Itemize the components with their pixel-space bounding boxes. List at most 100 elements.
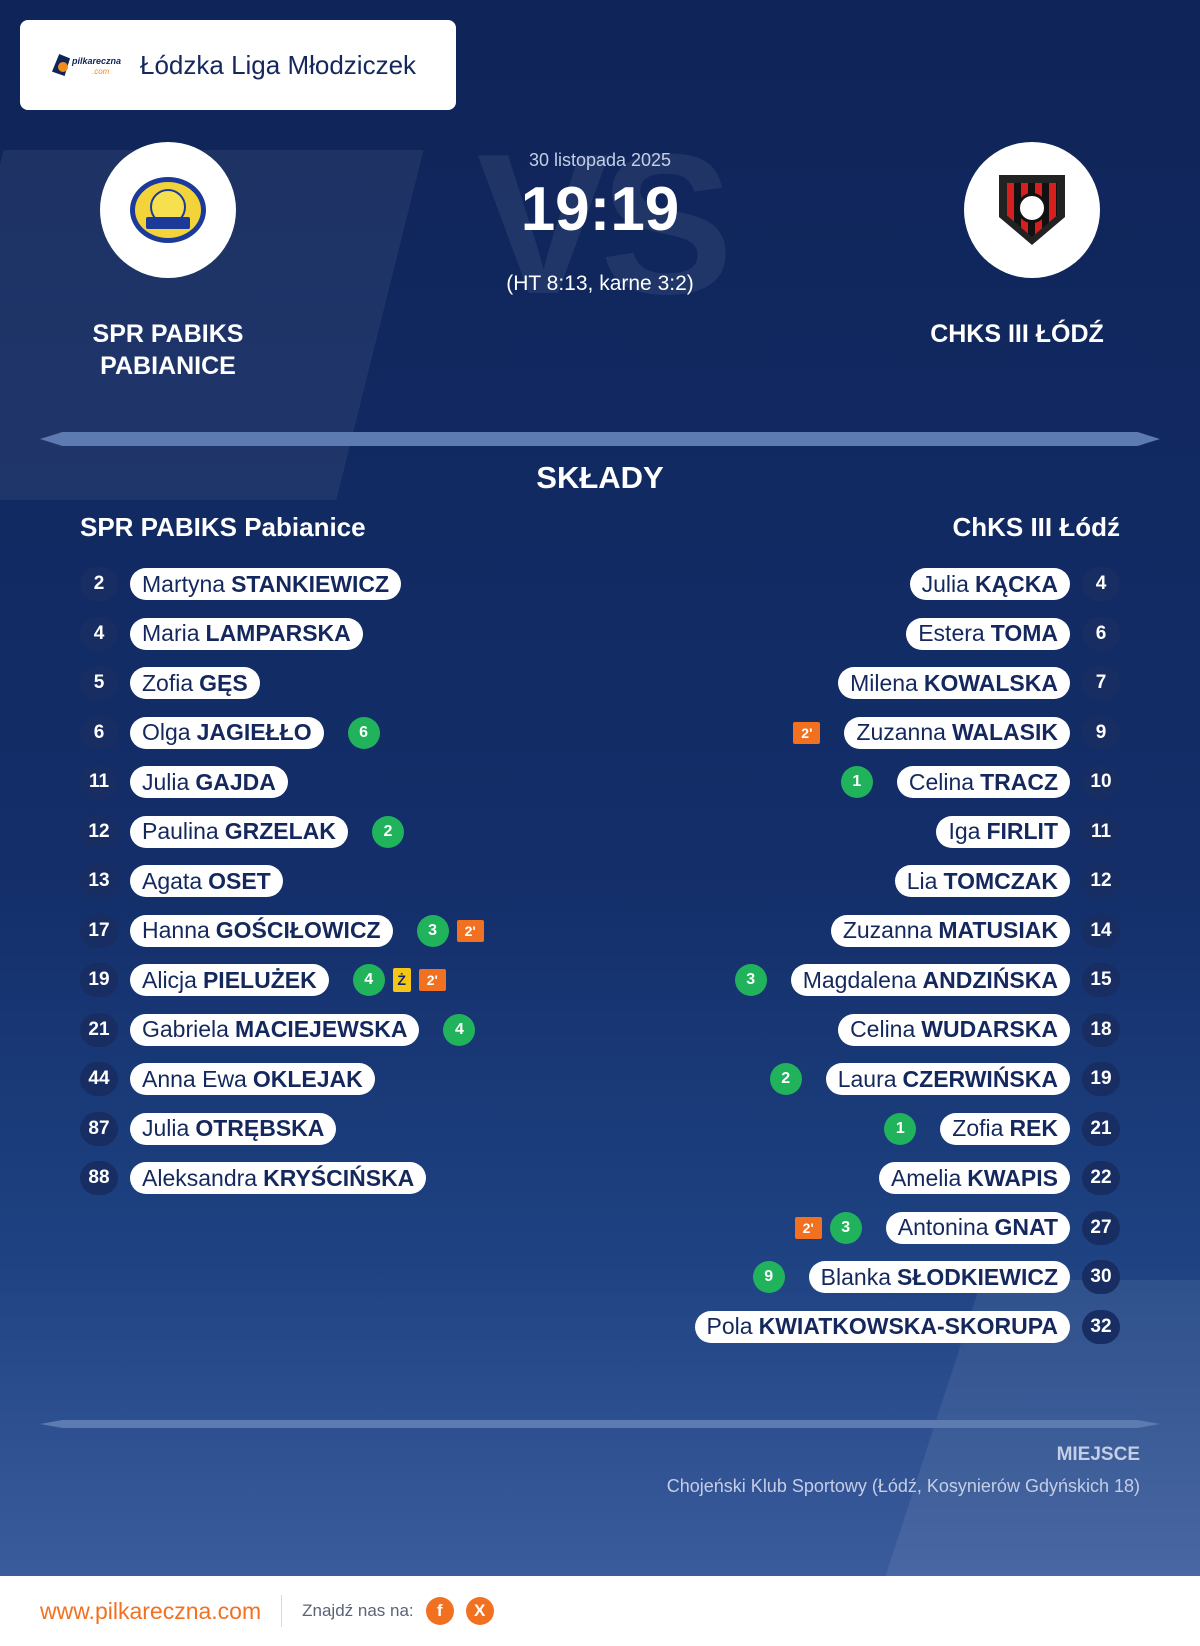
section-title: SKŁADY [536,460,664,495]
player-last-name: MACIEJEWSKA [234,1016,408,1042]
player-first-name: Alicja [142,966,197,993]
player-number: 27 [1082,1210,1120,1245]
player-number: 22 [1082,1161,1120,1195]
player-stats: 4 Ż 2' [352,964,454,996]
player-last-name: WUDARSKA [921,1016,1058,1042]
player-stats: 3 [727,964,767,996]
divider [40,432,1160,446]
player-first-name: Agata [142,867,203,894]
player-number: 19 [1082,1062,1120,1096]
site-logo: pilkareczna .com [50,50,122,80]
player-name: Paulina GRZELAK [130,815,348,848]
player-number: 11 [1082,814,1120,849]
match-card: pilkareczna .com Łódzka Liga Młodziczek … [0,0,1200,1576]
player-last-name: CZERWIŃSKA [902,1065,1058,1092]
player-row: 87 Julia OTRĘBSKA [80,1111,337,1146]
player-name: Zofia GĘS [130,667,260,699]
player-name: Milena KOWALSKA [838,667,1070,699]
player-stats: 2' [785,721,821,744]
goals-badge: 3 [829,1211,862,1244]
player-first-name: Celina [908,768,975,795]
player-row: 21 Zofia REK 1 [876,1111,1120,1146]
suspension-badge: 2' [456,919,484,942]
player-name: Julia KĄCKA [909,568,1070,600]
yellow-card-icon: Ż [392,968,411,992]
player-first-name: Zofia [142,669,194,696]
player-first-name: Aleksandra [142,1164,258,1191]
player-first-name: Iga [948,818,981,844]
player-last-name: REK [1009,1115,1058,1141]
player-number: 18 [1082,1012,1120,1047]
player-name: Celina TRACZ [896,766,1070,798]
player-name: Hanna GOŚCIŁOWICZ [130,914,393,947]
player-first-name: Hanna [142,917,210,943]
player-first-name: Magdalena [802,966,917,993]
player-last-name: KĄCKA [974,570,1058,597]
player-stats: 3 2' [416,914,492,947]
halftime-result: (HT 8:13, karne 3:2) [506,272,694,295]
match-date: 30 listopada 2025 [528,150,672,170]
player-first-name: Anna Ewa [142,1065,247,1092]
player-row: 12 Paulina GRZELAK 2 [80,814,412,849]
player-number: 4 [80,616,118,651]
player-row: 4 Julia KĄCKA [909,567,1120,601]
player-last-name: TOMA [990,620,1058,646]
site-link[interactable]: www.pilkareczna.com [40,1597,262,1624]
player-name: Iga FIRLIT [936,815,1070,848]
league-name: Łódzka Liga Młodziczek [140,49,417,80]
player-last-name: TRACZ [980,768,1058,795]
player-number: 44 [80,1062,118,1096]
player-name: Estera TOMA [906,617,1070,650]
home-team-name: SPR PABIKS PABIANICE [92,320,244,380]
suspension-badge: 2' [793,721,821,744]
player-stats: 1 [833,766,873,798]
player-number: 6 [80,715,118,750]
player-number: 30 [1082,1260,1120,1294]
player-number: 21 [80,1012,118,1047]
home-lineup-title: SPR PABIKS Pabianice [80,512,366,542]
player-name: Agata OSET [130,865,283,897]
player-row: 12 Lia TOMCZAK [894,864,1120,898]
player-row: 17 Hanna GOŚCIŁOWICZ 3 2' [80,913,492,948]
player-row: 13 Agata OSET [80,864,283,898]
player-name: Antonina GNAT [885,1211,1070,1244]
player-stats: 2 [762,1063,802,1095]
player-stats: 6 [347,716,388,749]
player-last-name: PIELUŻEK [202,966,317,993]
player-last-name: OTRĘBSKA [195,1115,325,1141]
player-last-name: WALASIK [951,719,1058,745]
goals-badge: 2 [371,815,404,848]
facebook-icon[interactable]: f [425,1597,454,1625]
footer: www.pilkareczna.com Znajdź nas na: f X [0,1576,1200,1646]
x-icon[interactable]: X [465,1597,494,1625]
player-number: 11 [80,765,118,799]
player-first-name: Olga [142,719,191,745]
player-row: 11 Iga FIRLIT [936,814,1120,849]
player-number: 2 [80,567,118,601]
player-name: Celina WUDARSKA [838,1013,1070,1046]
goals-badge: 2 [769,1063,802,1095]
away-lineup-title: ChKS III Łódź [952,512,1120,542]
player-last-name: GOŚCIŁOWICZ [215,917,381,943]
player-number: 9 [1082,715,1120,750]
player-first-name: Zuzanna [856,719,946,745]
player-number: 87 [80,1111,118,1146]
player-name: Zuzanna WALASIK [844,716,1070,749]
player-row: 19 Laura CZERWIŃSKA 2 [762,1062,1120,1096]
player-last-name: OKLEJAK [252,1065,363,1092]
player-first-name: Laura [837,1065,897,1092]
footer-separator [281,1595,283,1627]
player-name: Gabriela MACIEJEWSKA [130,1013,420,1046]
venue-label: MIEJSCE [1056,1444,1140,1465]
player-name: Zuzanna MATUSIAK [830,914,1070,947]
player-number: 4 [1082,567,1120,601]
suspension-badge: 2' [794,1216,822,1239]
home-team-crest [100,142,236,278]
player-first-name: Julia [142,1115,190,1141]
player-number: 17 [80,913,118,948]
goals-badge: 3 [734,964,767,996]
social-label: Znajdź nas na: [302,1601,414,1620]
player-last-name: TOMCZAK [943,867,1058,894]
player-first-name: Paulina [142,818,219,844]
player-number: 21 [1082,1111,1120,1146]
